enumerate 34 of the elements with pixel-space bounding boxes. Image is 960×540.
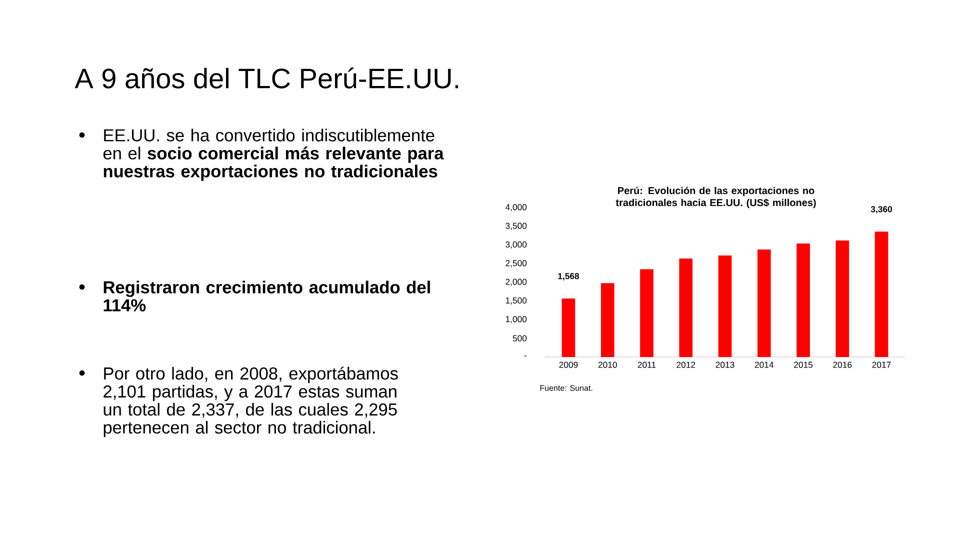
x-tick-label: 2014 [754,362,774,368]
bar [874,232,888,358]
chart-subtitle: Perú: Evolución de las exportaciones no tradicionales hacia EE.UU. (US$ millones) [616,186,816,208]
bar [679,258,693,358]
y-tick-label: 2,500 [506,260,527,268]
y-tick-label: 2,000 [506,278,527,286]
y-tick-label: 500 [512,335,527,342]
x-tick-label: 2015 [794,362,813,368]
x-tick-label: 2016 [833,362,852,368]
y-tick-label: 3,500 [506,222,527,230]
x-tick-label: 2009 [559,362,578,368]
x-tick-label: 2017 [872,362,891,368]
bar [796,244,810,358]
y-tick-label: 3,000 [506,241,527,249]
x-tick-label: 2010 [598,362,617,368]
data-label: 3,360 [870,206,892,214]
data-label: 1,568 [558,273,580,280]
bar [836,240,850,358]
text: EE.UU. se ha convertido indiscutiblemente en el socio comercial más relevante para nuestras exportaciones no tradicionales [103,128,444,181]
x-tick-label: 2012 [676,362,696,368]
y-tick-label: 1,500 [506,297,527,305]
x-tick-label: 2011 [638,362,656,368]
text: Registraron crecimiento acumulado del 114% [104,280,430,312]
bar [562,298,576,358]
y-tick-label: 1,000 [506,316,527,324]
bar [718,255,732,358]
x-tick-label: 2013 [716,362,734,368]
y-tick-label: 4,000 [505,204,527,212]
source-note: Fuente: Sunat. [540,385,592,391]
bar [640,269,654,358]
bar [600,283,614,358]
text: Por otro lado, en 2008, exportábamos 2,101 partidas, y a 2017 estas suman un total de 2,337, de las cuales 2,295 pertenecen al sector no tradicional. [104,366,398,438]
bar [757,249,771,358]
text: A 9 años del TLC Perú-EE.UU. [74,68,458,88]
